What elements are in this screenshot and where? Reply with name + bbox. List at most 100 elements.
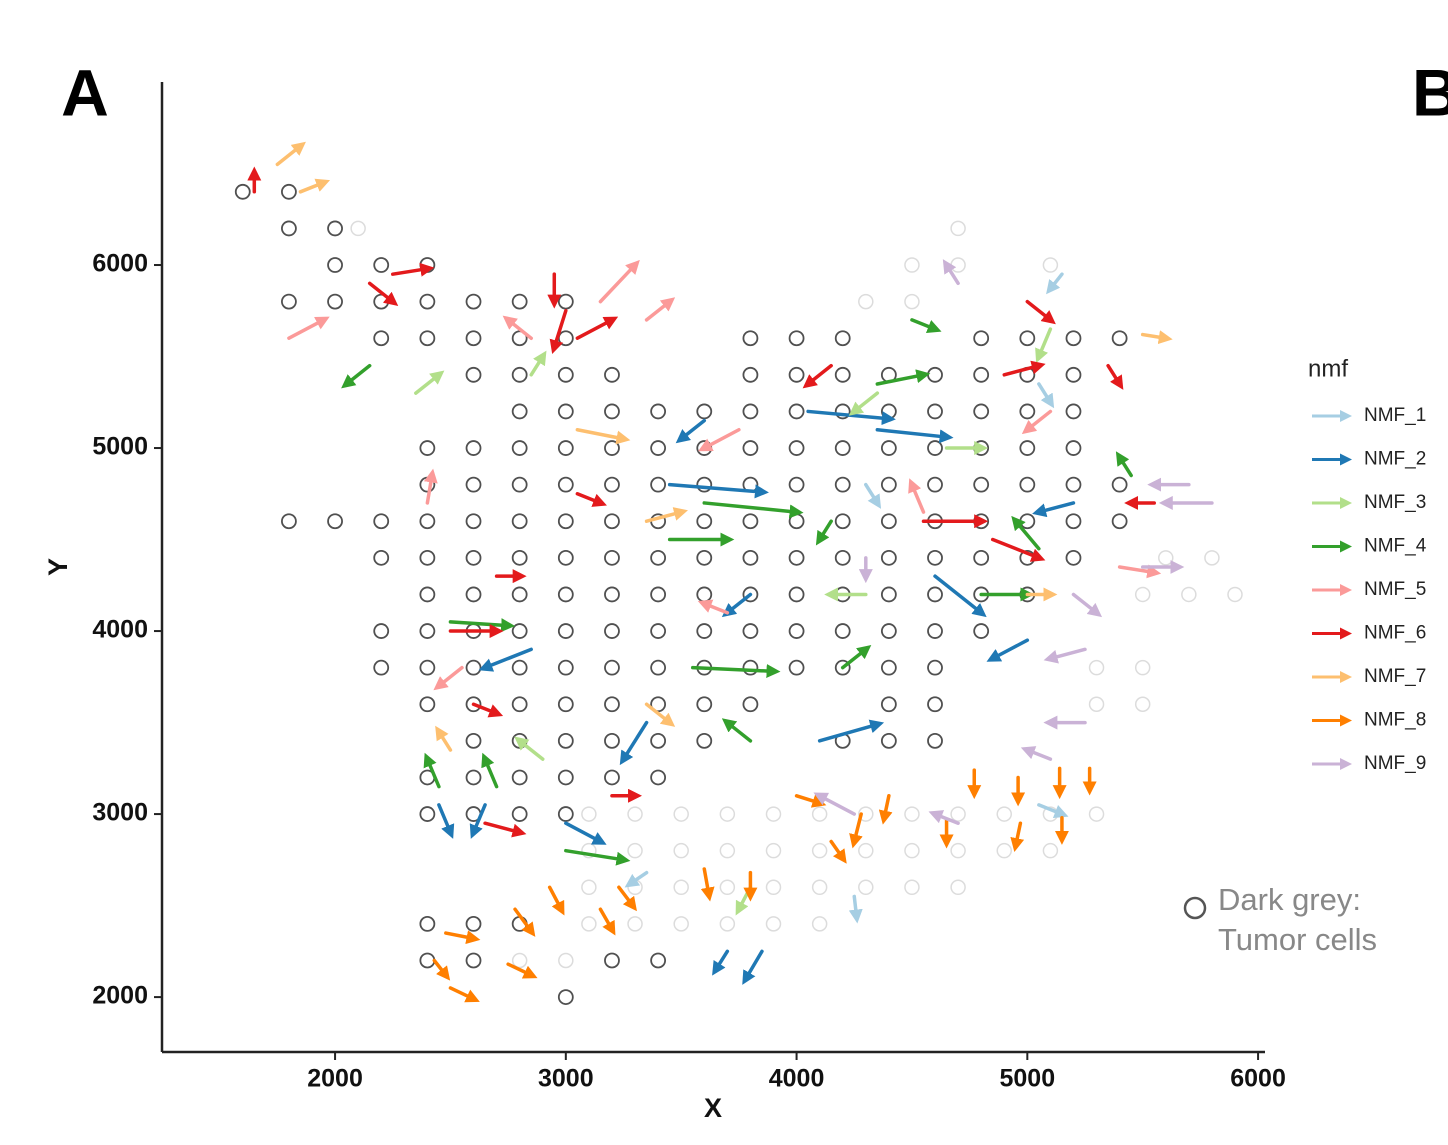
spot xyxy=(511,293,528,310)
spot xyxy=(465,366,482,383)
arrow xyxy=(933,574,987,618)
y-tick-label: 3000 xyxy=(92,799,148,827)
arrow xyxy=(514,736,545,761)
spot xyxy=(511,440,528,456)
spot xyxy=(858,293,874,310)
spot xyxy=(511,952,528,969)
arrow xyxy=(506,962,538,979)
spot xyxy=(765,806,782,822)
spot xyxy=(419,915,436,932)
spot xyxy=(1111,330,1128,347)
spot xyxy=(719,916,736,932)
spot xyxy=(950,806,966,822)
arrow xyxy=(802,363,833,389)
axes: 2000 3000 4000 5000 6000 2000 3000 4000 5000 6000 xyxy=(92,82,1286,1093)
spot xyxy=(811,842,828,859)
legend-label: NMF_4 xyxy=(1364,536,1427,557)
spot xyxy=(927,549,943,566)
spot xyxy=(511,806,528,822)
spot xyxy=(904,257,920,273)
arrow xyxy=(575,492,607,507)
spot xyxy=(858,842,874,859)
spot xyxy=(834,659,851,676)
spot xyxy=(604,476,620,493)
annotation: Dark grey: xyxy=(1218,882,1361,917)
arrow xyxy=(848,894,863,924)
arrow xyxy=(432,958,451,981)
spot xyxy=(604,549,620,566)
arrow xyxy=(815,519,833,546)
spot xyxy=(419,586,436,603)
spot xyxy=(419,623,436,639)
spot xyxy=(858,879,874,896)
spot xyxy=(604,696,620,713)
arrow xyxy=(840,645,872,670)
spot xyxy=(281,183,297,200)
spot xyxy=(788,330,805,347)
spot xyxy=(696,549,713,566)
arrow xyxy=(598,259,640,304)
spot xyxy=(650,476,667,493)
spot xyxy=(880,440,897,456)
arrow xyxy=(275,141,306,167)
spot xyxy=(973,330,990,347)
arrow xyxy=(1025,299,1056,325)
spot xyxy=(765,916,782,932)
spot xyxy=(996,806,1012,822)
spot xyxy=(834,330,851,347)
arrow xyxy=(624,870,649,888)
arrow xyxy=(575,427,631,445)
spot xyxy=(696,623,713,639)
spot xyxy=(742,330,759,347)
spot xyxy=(1042,257,1059,273)
spot xyxy=(1065,403,1082,420)
spot xyxy=(834,476,851,493)
arrow xyxy=(928,810,960,825)
spot xyxy=(557,366,574,383)
spot xyxy=(234,183,251,200)
spot xyxy=(511,403,528,420)
x-axis-label: X xyxy=(704,1093,722,1123)
spot xyxy=(465,440,482,456)
arrow xyxy=(1115,451,1133,478)
arrow xyxy=(697,599,730,615)
spot xyxy=(581,806,597,822)
spot xyxy=(673,806,689,822)
spot xyxy=(465,586,482,603)
spot xyxy=(419,440,436,456)
spot xyxy=(281,220,297,237)
spot xyxy=(650,769,667,786)
spot xyxy=(465,732,482,749)
spot xyxy=(511,549,528,566)
spot xyxy=(557,659,574,676)
spots xyxy=(234,183,1243,1005)
spot xyxy=(811,879,828,896)
arrow xyxy=(433,665,464,691)
spot xyxy=(719,806,736,822)
arrow xyxy=(423,468,438,505)
y-tick-label: 6000 xyxy=(92,250,148,278)
arrow xyxy=(813,792,857,816)
arrow xyxy=(702,501,804,519)
spot xyxy=(927,366,943,383)
spot xyxy=(557,330,574,347)
arrow xyxy=(1037,803,1069,819)
arrow xyxy=(575,316,619,340)
spot xyxy=(1065,549,1082,566)
arrow xyxy=(875,427,954,444)
spot xyxy=(650,549,667,566)
spot xyxy=(327,220,343,237)
arrow xyxy=(848,391,880,416)
spot xyxy=(927,440,943,456)
arrow xyxy=(1071,592,1103,618)
spot xyxy=(927,696,943,713)
spot xyxy=(880,549,897,566)
legend-label: NMF_2 xyxy=(1364,449,1426,470)
arrow xyxy=(1140,330,1173,345)
spot xyxy=(604,440,620,456)
legend-label: NMF_5 xyxy=(1364,579,1426,600)
spot xyxy=(719,879,736,896)
spot xyxy=(788,513,805,530)
arrow xyxy=(667,482,769,499)
spot xyxy=(281,513,297,530)
